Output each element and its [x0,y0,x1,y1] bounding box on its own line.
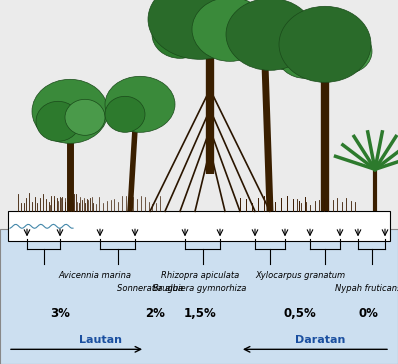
Text: Sonneratia alba: Sonneratia alba [117,284,183,293]
Text: Xylocarpus granatum: Xylocarpus granatum [255,271,345,280]
Text: 0,5%: 0,5% [284,307,316,320]
Ellipse shape [105,96,145,132]
Bar [0,0,398,229]
Text: 3%: 3% [50,307,70,320]
Bar [8,211,390,241]
Text: Daratan: Daratan [295,335,345,345]
Ellipse shape [32,79,108,143]
Text: 0%: 0% [358,307,378,320]
Ellipse shape [277,30,333,78]
Ellipse shape [322,29,372,73]
Ellipse shape [260,18,320,70]
Text: Nypah fruticans: Nypah fruticans [335,284,398,293]
Text: Rhizopra apiculata: Rhizopra apiculata [161,271,239,280]
Ellipse shape [148,0,252,59]
Ellipse shape [105,76,175,132]
Ellipse shape [152,10,208,58]
Ellipse shape [192,0,268,61]
Ellipse shape [36,101,80,141]
Bar [0,229,398,364]
Text: Avicennia marina: Avicennia marina [59,271,131,280]
Text: Bruguiera gymnorhiza: Bruguiera gymnorhiza [153,284,247,293]
Text: Lautan: Lautan [78,335,121,345]
Ellipse shape [65,99,105,135]
Ellipse shape [279,6,371,82]
Text: 2%: 2% [145,307,165,320]
Ellipse shape [226,0,314,70]
Text: 1,5%: 1,5% [183,307,217,320]
